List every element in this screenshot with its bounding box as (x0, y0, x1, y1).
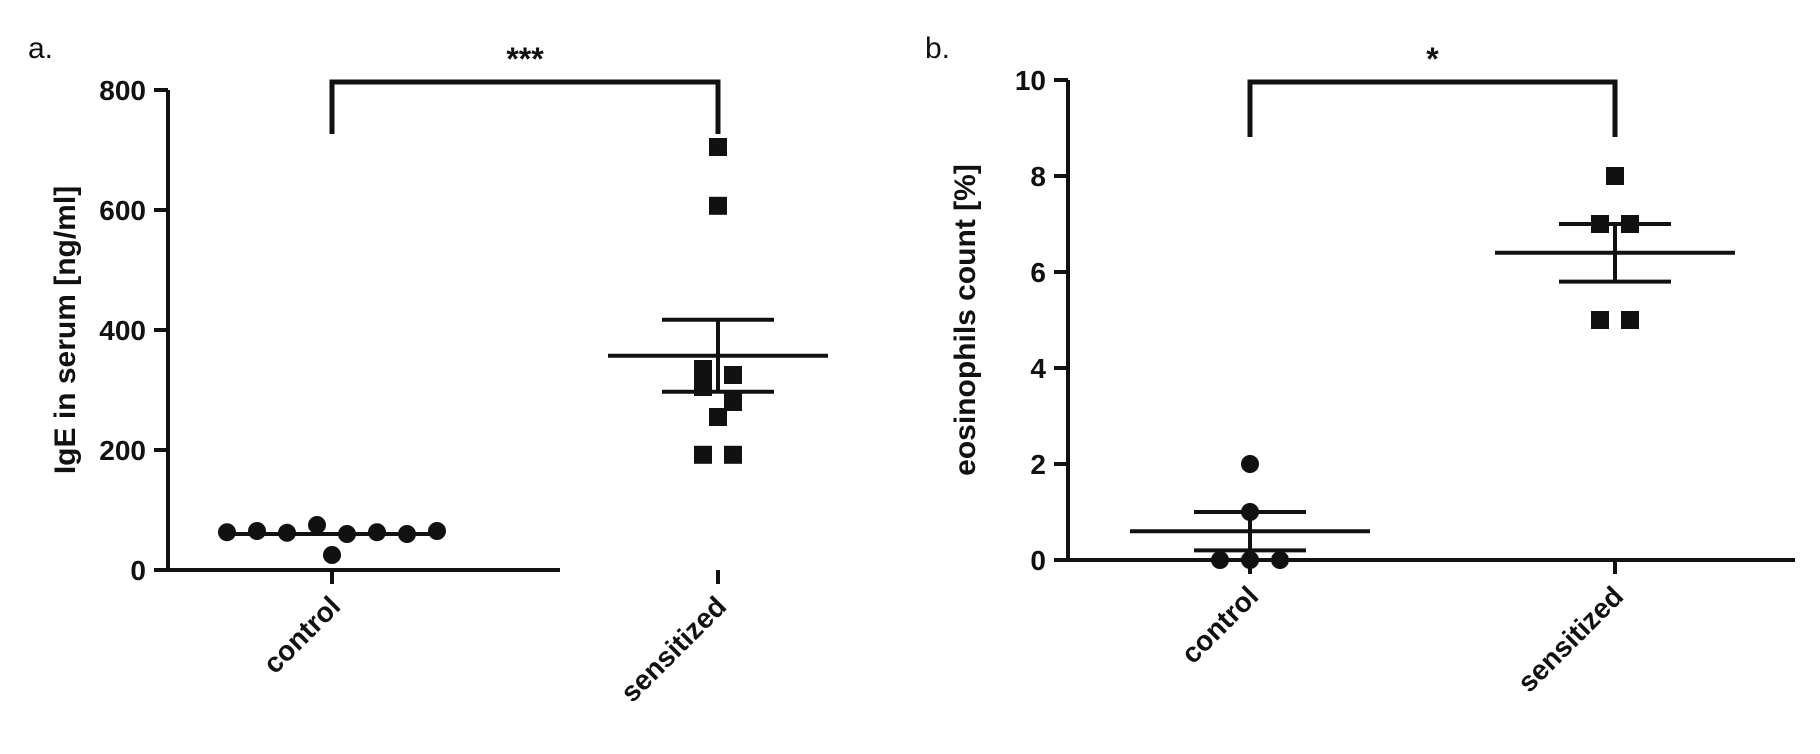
y-tick-label: 200 (99, 435, 146, 466)
y-tick-label: 400 (99, 315, 146, 346)
data-point (694, 360, 712, 378)
data-point (724, 445, 742, 464)
data-point (1606, 167, 1624, 185)
data-point (1591, 311, 1609, 329)
data-point (1591, 215, 1609, 233)
panel-a: a. 0 200 400 600 800 IgE in serum [ng/ml] contr… (28, 32, 828, 708)
data-point (724, 366, 742, 384)
data-point (694, 445, 712, 464)
x-category-label: sensitized (615, 590, 733, 708)
significance-bracket (329, 79, 721, 134)
y-tick-label: 8 (1030, 161, 1046, 192)
y-tick-label: 2 (1030, 449, 1046, 480)
data-point (1211, 551, 1229, 569)
x-category-label: sensitized (1512, 580, 1630, 698)
data-point (709, 408, 727, 426)
data-point (1271, 551, 1289, 569)
panel-label: a. (28, 32, 53, 65)
y-axis-title: IgE in serum [ng/ml] (49, 186, 82, 474)
data-point (709, 138, 727, 156)
y-tick-label: 4 (1030, 353, 1046, 384)
y-tick-label: 0 (130, 555, 146, 586)
y-tick-label: 600 (99, 195, 146, 226)
data-point (308, 516, 326, 534)
data-point (338, 525, 356, 543)
significance-bracket (1247, 79, 1618, 137)
data-point (1621, 215, 1639, 233)
data-point (278, 523, 296, 542)
data-point (709, 196, 727, 215)
y-tick-label: 0 (1030, 545, 1046, 576)
data-point (1241, 455, 1259, 473)
data-point (428, 522, 446, 540)
data-point (1241, 551, 1259, 569)
data-point (323, 546, 341, 564)
y-axis-title: eosinophils count [%] (949, 164, 982, 476)
panel-b: b. 0 2 4 6 8 10 eosinophils count [%] control sen… (925, 32, 1795, 698)
data-point (368, 523, 386, 542)
significance-label: *** (506, 41, 544, 77)
panel-label: b. (925, 32, 950, 65)
data-point (248, 522, 266, 540)
data-point (724, 393, 742, 411)
significance-label: * (1426, 41, 1439, 77)
y-tick-label: 6 (1030, 257, 1046, 288)
data-point (1621, 311, 1639, 329)
x-category-label: control (1175, 580, 1264, 669)
data-point (398, 525, 416, 543)
y-tick-label: 800 (99, 75, 146, 106)
y-tick-label: 10 (1015, 65, 1046, 96)
data-point (218, 523, 236, 542)
data-point (1241, 503, 1259, 521)
x-category-label: control (257, 590, 346, 679)
data-point (694, 378, 712, 396)
